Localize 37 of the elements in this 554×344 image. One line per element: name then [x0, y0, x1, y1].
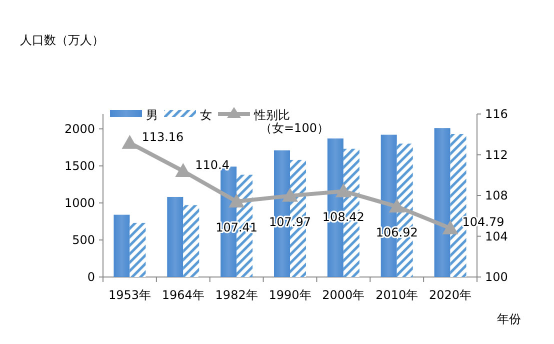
- y-tick-label: 1500: [64, 158, 95, 173]
- legend-label: 女: [200, 108, 212, 122]
- legend-label: 男: [146, 108, 158, 122]
- y2-tick-label: 108: [485, 188, 508, 202]
- bar: [130, 222, 146, 277]
- point: [388, 198, 405, 213]
- point: [442, 220, 458, 234]
- legend-label: 性别比（女=100）: [253, 108, 329, 135]
- bar: [183, 205, 200, 277]
- point: [228, 194, 245, 208]
- data-label: 104.79: [462, 215, 504, 230]
- y2-tick-label: 112: [485, 148, 508, 162]
- bar: [167, 196, 184, 277]
- y-tick-label: 0: [87, 270, 95, 284]
- x-axis-title: 年份: [497, 312, 521, 326]
- bar: [114, 214, 130, 277]
- y-tick-label: 2000: [64, 122, 95, 136]
- point: [175, 163, 192, 178]
- x-tick-label: 2010年: [376, 288, 418, 302]
- point: [282, 188, 298, 202]
- y2-tick-label: 104: [485, 229, 508, 244]
- x-tick-label: 2000年: [322, 288, 365, 302]
- y-axis-title: 人口数（万人）: [20, 33, 104, 47]
- data-label: 110.4: [195, 158, 230, 172]
- y2-tick-label: 116: [485, 107, 508, 121]
- y-tick-label: 1000: [64, 196, 95, 210]
- x-tick-label: 1990年: [268, 288, 312, 302]
- y-tick-label: 500: [72, 232, 95, 247]
- x-tick-label: 2020年: [429, 288, 472, 302]
- y2-tick-label: 100: [485, 270, 508, 284]
- x-tick-label: 1964年: [162, 288, 204, 302]
- data-label: 113.16: [142, 130, 184, 144]
- point: [122, 134, 138, 149]
- x-tick-label: 1953年: [108, 288, 151, 302]
- bar: [434, 128, 450, 277]
- point: [335, 183, 352, 198]
- x-tick-label: 1982年: [215, 288, 258, 302]
